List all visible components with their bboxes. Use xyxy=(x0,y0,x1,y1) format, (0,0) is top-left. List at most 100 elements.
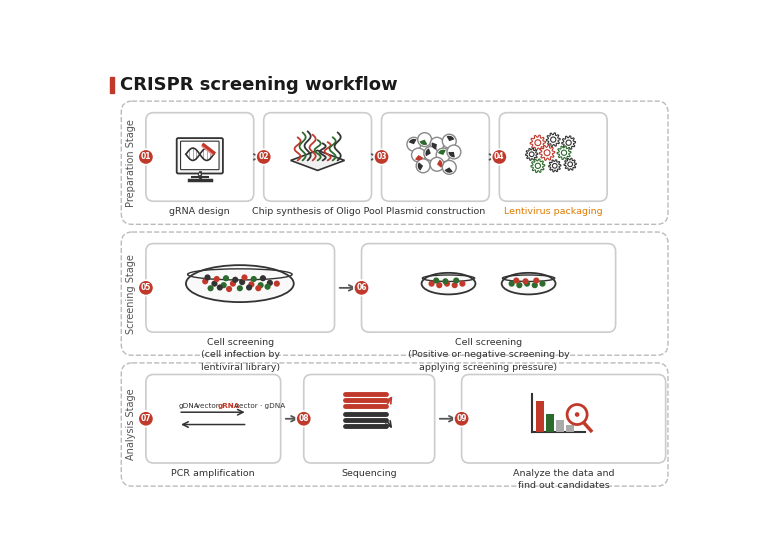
Ellipse shape xyxy=(501,273,555,294)
Circle shape xyxy=(443,161,456,175)
Text: Plasmid construction: Plasmid construction xyxy=(386,207,485,217)
FancyBboxPatch shape xyxy=(146,375,281,463)
Circle shape xyxy=(264,284,271,290)
Text: Sequencing: Sequencing xyxy=(342,469,397,478)
Circle shape xyxy=(508,280,515,287)
Circle shape xyxy=(454,411,469,427)
Text: Cell screening
(cell infection by
lentiviral library): Cell screening (cell infection by lentiv… xyxy=(201,338,280,372)
Circle shape xyxy=(429,280,435,287)
Wedge shape xyxy=(415,155,423,161)
Circle shape xyxy=(138,411,153,427)
FancyBboxPatch shape xyxy=(303,375,435,463)
Circle shape xyxy=(217,284,223,290)
Circle shape xyxy=(246,284,252,290)
Wedge shape xyxy=(447,136,454,141)
Wedge shape xyxy=(425,148,431,156)
Text: · vector · gDNA: · vector · gDNA xyxy=(228,403,285,409)
FancyBboxPatch shape xyxy=(264,112,371,201)
Bar xyxy=(566,424,574,432)
Circle shape xyxy=(513,278,519,284)
Circle shape xyxy=(267,280,273,286)
FancyBboxPatch shape xyxy=(177,138,223,173)
Circle shape xyxy=(237,285,243,291)
Circle shape xyxy=(444,280,450,287)
Circle shape xyxy=(213,276,220,282)
Circle shape xyxy=(535,140,541,146)
Text: gRNA design: gRNA design xyxy=(170,207,230,217)
Circle shape xyxy=(443,134,456,148)
Bar xyxy=(536,402,544,432)
Bar xyxy=(547,414,554,432)
Polygon shape xyxy=(557,146,571,160)
Circle shape xyxy=(453,278,459,284)
Circle shape xyxy=(451,282,457,288)
Text: · vector ·: · vector · xyxy=(188,403,225,409)
Wedge shape xyxy=(420,140,427,145)
Polygon shape xyxy=(561,136,576,150)
Polygon shape xyxy=(526,148,538,160)
Text: 05: 05 xyxy=(141,283,151,293)
Circle shape xyxy=(207,285,213,291)
Text: Preparation Stage: Preparation Stage xyxy=(125,119,135,207)
Circle shape xyxy=(544,150,550,156)
Polygon shape xyxy=(531,159,545,173)
Text: 06: 06 xyxy=(357,283,367,293)
Circle shape xyxy=(353,280,369,295)
Circle shape xyxy=(274,280,280,287)
Circle shape xyxy=(411,148,425,162)
Circle shape xyxy=(424,147,438,161)
Bar xyxy=(110,77,114,93)
Circle shape xyxy=(436,282,443,288)
Circle shape xyxy=(138,280,153,295)
Polygon shape xyxy=(564,158,576,170)
Circle shape xyxy=(561,150,567,155)
FancyBboxPatch shape xyxy=(500,112,607,201)
Circle shape xyxy=(199,173,201,176)
Circle shape xyxy=(242,274,248,280)
Wedge shape xyxy=(418,162,423,171)
Circle shape xyxy=(535,163,540,168)
Text: 07: 07 xyxy=(141,414,151,423)
Circle shape xyxy=(260,275,266,281)
Text: gDNA: gDNA xyxy=(179,403,199,409)
Ellipse shape xyxy=(421,273,475,294)
Wedge shape xyxy=(432,142,437,150)
Circle shape xyxy=(407,137,421,151)
Polygon shape xyxy=(291,150,345,171)
Circle shape xyxy=(443,278,449,284)
FancyBboxPatch shape xyxy=(146,112,253,201)
Circle shape xyxy=(255,285,261,291)
Ellipse shape xyxy=(186,265,294,302)
Circle shape xyxy=(138,149,153,165)
Circle shape xyxy=(516,282,522,288)
Circle shape xyxy=(202,278,208,284)
FancyBboxPatch shape xyxy=(361,244,615,332)
Circle shape xyxy=(232,276,239,283)
Circle shape xyxy=(418,133,432,147)
Text: 03: 03 xyxy=(376,152,387,161)
Circle shape xyxy=(459,280,465,287)
Circle shape xyxy=(492,149,507,165)
Circle shape xyxy=(430,157,444,171)
Bar xyxy=(556,420,564,432)
Circle shape xyxy=(223,275,229,281)
FancyBboxPatch shape xyxy=(382,112,490,201)
Text: Analyze the data and
find out candidates: Analyze the data and find out candidates xyxy=(513,469,615,490)
Circle shape xyxy=(524,280,530,287)
Circle shape xyxy=(221,282,227,288)
Circle shape xyxy=(430,137,444,151)
Text: 08: 08 xyxy=(299,414,309,423)
Circle shape xyxy=(250,276,256,282)
Text: PCR amplification: PCR amplification xyxy=(171,469,255,478)
Circle shape xyxy=(230,280,236,287)
Text: gRNA: gRNA xyxy=(218,403,240,409)
Wedge shape xyxy=(449,152,455,157)
FancyBboxPatch shape xyxy=(461,375,665,463)
Circle shape xyxy=(552,163,557,168)
Polygon shape xyxy=(540,145,554,160)
Circle shape xyxy=(566,140,572,145)
Circle shape xyxy=(226,286,232,292)
Text: 09: 09 xyxy=(457,414,467,423)
Text: 04: 04 xyxy=(494,152,504,161)
Polygon shape xyxy=(549,160,561,172)
